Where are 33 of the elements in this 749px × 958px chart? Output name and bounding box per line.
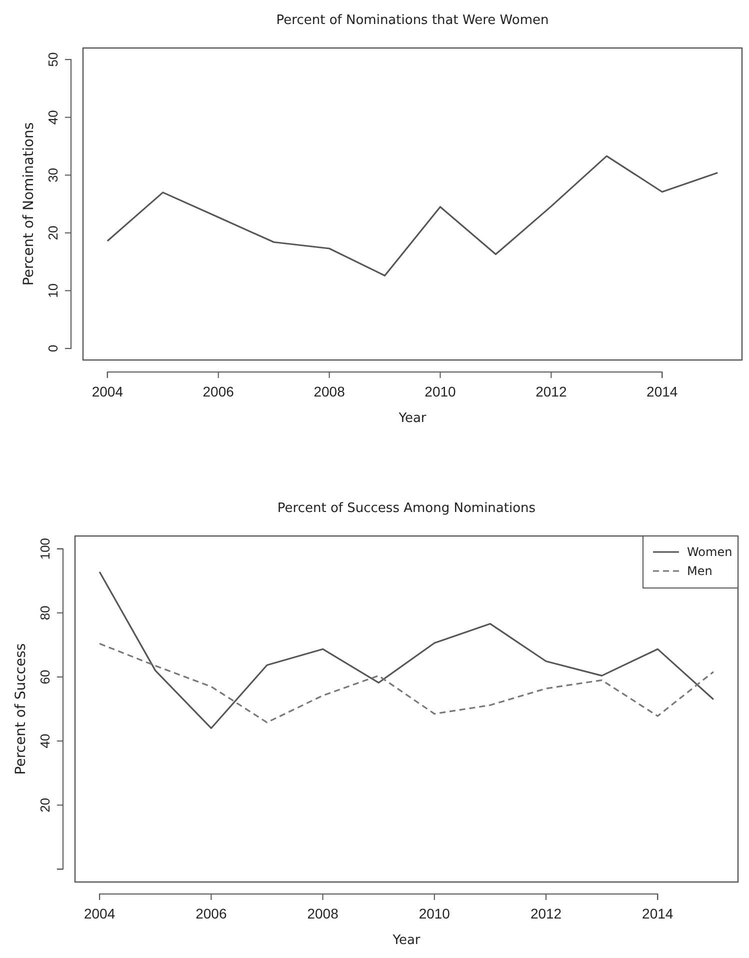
x-tick-label: 2010 xyxy=(418,905,450,922)
chart-title: Percent of Nominations that Were Women xyxy=(276,13,549,28)
x-tick-label: 2006 xyxy=(202,383,234,400)
y-tick-label: 40 xyxy=(46,110,61,125)
x-tick-label: 2008 xyxy=(307,905,339,922)
y-tick-label: 20 xyxy=(46,226,61,240)
x-tick-label: 2010 xyxy=(424,383,456,400)
y-tick-label: 30 xyxy=(46,168,61,182)
y-tick-label: 80 xyxy=(38,606,53,620)
y-axis-title: Percent of Nominations xyxy=(21,122,37,286)
y-tick-label: 10 xyxy=(46,283,61,298)
x-tick-label: 2014 xyxy=(642,905,674,922)
chart-title: Percent of Success Among Nominations xyxy=(277,501,536,516)
y-tick-label: 0 xyxy=(46,344,61,352)
line-series xyxy=(98,642,714,724)
x-tick-label: 2008 xyxy=(314,383,346,400)
x-axis-title: Year xyxy=(392,933,421,948)
x-axis-title: Year xyxy=(398,411,427,426)
x-tick-label: 2012 xyxy=(530,905,562,922)
y-tick-label: 60 xyxy=(38,670,53,684)
y-axis-title: Percent of Success xyxy=(13,643,29,775)
x-tick-label: 2006 xyxy=(196,905,227,922)
legend-label: Women xyxy=(687,545,732,560)
line-series xyxy=(106,155,718,276)
y-tick-label: 100 xyxy=(38,538,53,560)
x-tick-label: 2014 xyxy=(646,383,678,400)
x-tick-label: 2012 xyxy=(536,383,567,400)
y-tick-label: 40 xyxy=(38,734,53,748)
y-tick-label: 20 xyxy=(38,798,53,812)
y-tick-label: 50 xyxy=(46,52,61,67)
x-tick-label: 2004 xyxy=(84,905,116,922)
x-tick-label: 2004 xyxy=(92,383,124,400)
legend-label: Men xyxy=(687,564,712,578)
